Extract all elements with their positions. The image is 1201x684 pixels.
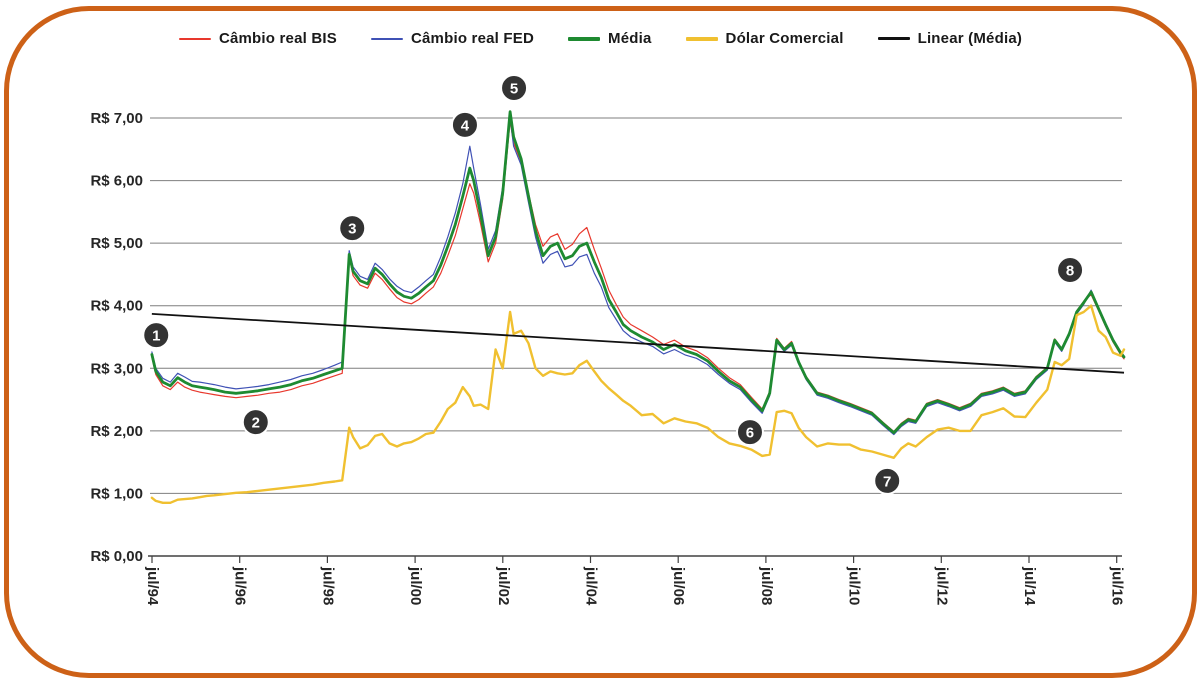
x-axis-label: jul/00 [407, 566, 424, 605]
series-line-c-mbio-real-fed [151, 117, 1125, 436]
y-axis-label: R$ 3,00 [90, 360, 143, 377]
x-axis-label: jul/98 [319, 566, 336, 605]
legend-item-1: Câmbio real FED [370, 30, 535, 47]
annotation-marker-3 [338, 214, 367, 243]
annotation-marker-5 [500, 73, 529, 102]
y-axis-label: R$ 4,00 [90, 298, 143, 315]
annotation-marker-1 [142, 321, 171, 350]
legend-label: Câmbio real BIS [218, 30, 337, 47]
chart-legend: Câmbio real BIS Câmbio real FED Média Dólar… [0, 30, 1201, 47]
annotation-number: 3 [348, 221, 356, 238]
x-axis-label: jul/08 [758, 566, 775, 605]
x-axis-label: jul/06 [670, 566, 687, 605]
legend-item-4: Linear (Média) [877, 30, 1023, 47]
x-axis-label: jul/10 [846, 566, 863, 605]
y-axis-label: R$ 1,00 [90, 485, 143, 502]
legend-item-2: Média [568, 30, 652, 47]
x-axis-label: jul/02 [495, 566, 512, 605]
legend-line-swatch [178, 37, 211, 40]
annotation-marker-2 [241, 408, 270, 437]
series-line-m-dia [150, 110, 1126, 435]
legend-label: Câmbio real FED [410, 30, 535, 47]
x-axis-label: jul/12 [933, 566, 950, 605]
legend-item-3: Dólar Comercial [685, 30, 844, 47]
legend-label: Linear (Média) [917, 30, 1023, 47]
series-line-d-lar-comercial [150, 304, 1126, 504]
x-axis-label: jul/14 [1021, 566, 1038, 606]
annotation-number: 2 [252, 415, 260, 432]
annotation-number: 7 [883, 473, 891, 490]
x-axis-label: jul/94 [144, 566, 161, 606]
series-line-c-mbio-real-bis [151, 120, 1125, 433]
legend-line-swatch [685, 36, 718, 41]
annotation-number: 4 [461, 117, 470, 134]
annotation-number: 1 [152, 328, 160, 345]
y-axis-label: R$ 5,00 [90, 235, 143, 252]
legend-label: Dólar Comercial [725, 30, 844, 47]
annotation-number: 6 [746, 425, 754, 442]
legend-line-swatch [877, 37, 910, 40]
annotation-marker-6 [735, 418, 764, 447]
y-axis-label: R$ 7,00 [90, 110, 143, 127]
annotation-marker-7 [873, 466, 902, 495]
legend-item-0: Câmbio real BIS [178, 30, 337, 47]
annotation-marker-4 [450, 110, 479, 139]
x-axis-label: jul/16 [1109, 566, 1126, 605]
x-axis-label: jul/04 [583, 566, 600, 606]
annotation-marker-8 [1056, 256, 1085, 285]
legend-label: Média [608, 30, 652, 47]
legend-line-swatch [370, 37, 403, 40]
y-axis-label: R$ 6,00 [90, 173, 143, 190]
legend-line-swatch [568, 36, 601, 41]
y-axis-label: R$ 0,00 [90, 548, 143, 565]
y-axis-label: R$ 2,00 [90, 423, 143, 440]
trendline-linear-media [151, 312, 1125, 374]
annotation-number: 8 [1066, 263, 1074, 280]
x-axis-label: jul/96 [232, 566, 249, 605]
annotation-number: 5 [510, 80, 518, 97]
